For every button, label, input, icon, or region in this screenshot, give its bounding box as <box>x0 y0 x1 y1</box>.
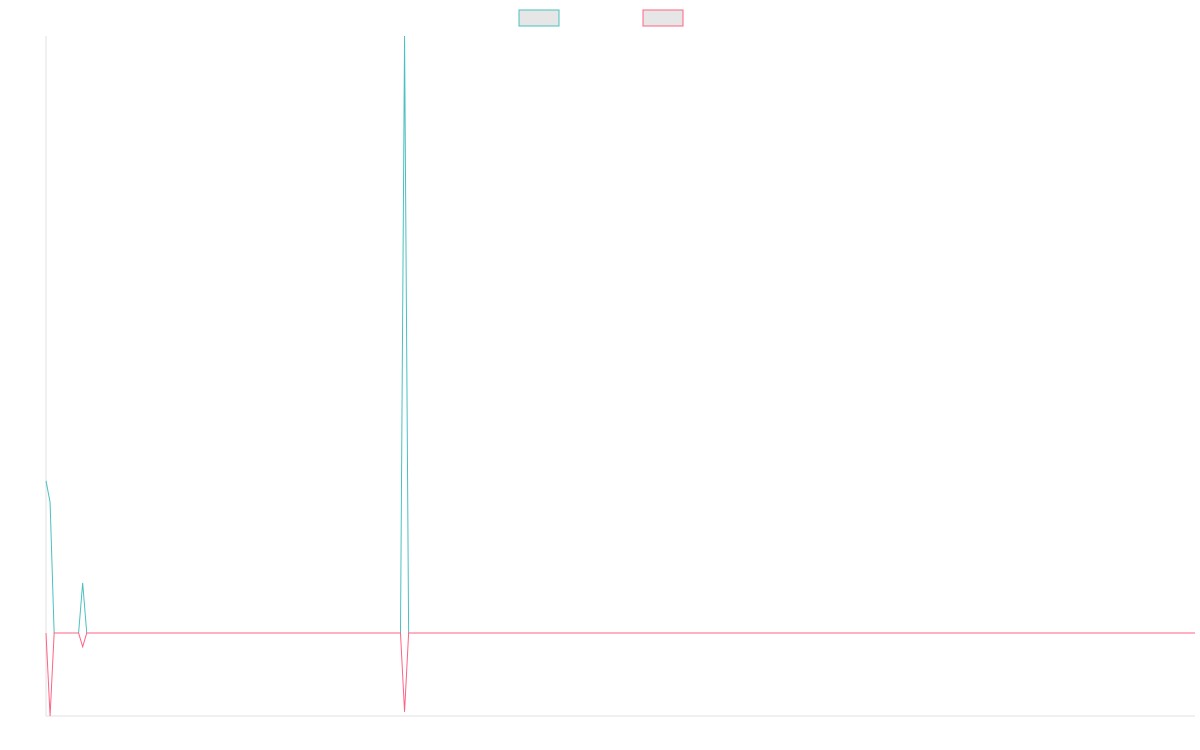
line-series <box>45 632 1195 717</box>
line-series <box>45 35 1195 634</box>
legend-swatch[interactable] <box>642 9 684 27</box>
legend-swatch[interactable] <box>518 9 560 27</box>
